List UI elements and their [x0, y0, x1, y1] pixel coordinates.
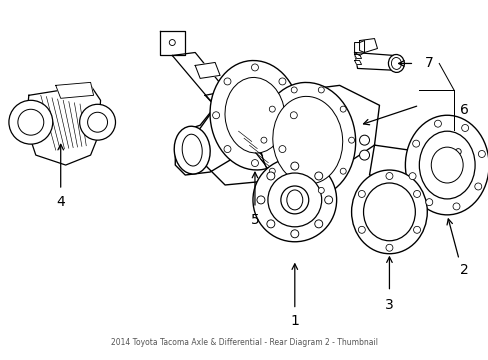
Circle shape: [318, 87, 324, 93]
Circle shape: [340, 106, 346, 112]
Circle shape: [358, 226, 365, 233]
Polygon shape: [359, 39, 377, 53]
Polygon shape: [172, 53, 229, 100]
Circle shape: [266, 172, 274, 180]
Circle shape: [359, 150, 369, 160]
Circle shape: [359, 135, 369, 145]
Ellipse shape: [286, 190, 302, 210]
Ellipse shape: [419, 131, 474, 199]
Circle shape: [169, 40, 175, 45]
Ellipse shape: [174, 126, 210, 174]
Circle shape: [454, 166, 460, 171]
Polygon shape: [195, 62, 220, 78]
Ellipse shape: [272, 96, 342, 184]
Circle shape: [440, 166, 446, 171]
Text: 2014 Toyota Tacoma Axle & Differential - Rear Diagram 2 - Thumbnail: 2014 Toyota Tacoma Axle & Differential -…: [111, 338, 377, 347]
Circle shape: [474, 183, 481, 190]
Circle shape: [454, 149, 460, 154]
Circle shape: [252, 158, 336, 242]
Polygon shape: [369, 145, 443, 182]
Circle shape: [443, 153, 457, 167]
Circle shape: [433, 120, 441, 127]
Circle shape: [80, 104, 115, 140]
Circle shape: [269, 106, 275, 112]
Circle shape: [290, 162, 298, 170]
Ellipse shape: [405, 115, 488, 215]
Circle shape: [413, 226, 420, 233]
Polygon shape: [234, 125, 300, 204]
Ellipse shape: [363, 183, 414, 241]
Polygon shape: [160, 31, 185, 55]
Text: 7: 7: [424, 57, 433, 71]
Circle shape: [290, 112, 297, 119]
Circle shape: [318, 187, 324, 193]
Circle shape: [447, 157, 453, 163]
Circle shape: [314, 220, 322, 228]
Circle shape: [348, 137, 354, 143]
Circle shape: [425, 199, 432, 206]
Circle shape: [413, 190, 420, 197]
Ellipse shape: [351, 170, 427, 254]
Ellipse shape: [182, 134, 202, 166]
Circle shape: [9, 100, 53, 144]
Circle shape: [412, 140, 419, 147]
Text: 3: 3: [384, 297, 393, 311]
Circle shape: [291, 87, 297, 93]
Circle shape: [224, 78, 230, 85]
Polygon shape: [26, 85, 101, 165]
Polygon shape: [175, 100, 229, 175]
Circle shape: [251, 159, 258, 167]
Circle shape: [267, 173, 321, 227]
Circle shape: [224, 145, 230, 153]
Circle shape: [408, 173, 415, 180]
Ellipse shape: [387, 54, 404, 72]
Polygon shape: [430, 142, 470, 182]
Circle shape: [278, 145, 285, 153]
Polygon shape: [354, 60, 361, 64]
Ellipse shape: [390, 58, 401, 69]
Circle shape: [340, 168, 346, 174]
Circle shape: [452, 203, 459, 210]
Polygon shape: [354, 54, 361, 58]
Text: 1: 1: [290, 314, 299, 328]
Circle shape: [358, 190, 365, 197]
Circle shape: [314, 172, 322, 180]
Polygon shape: [195, 85, 379, 185]
Text: 6: 6: [459, 103, 468, 117]
Circle shape: [440, 149, 446, 154]
Circle shape: [278, 78, 285, 85]
Ellipse shape: [210, 60, 299, 170]
Circle shape: [251, 64, 258, 71]
Circle shape: [461, 125, 468, 131]
Ellipse shape: [430, 147, 462, 183]
Circle shape: [18, 109, 44, 135]
Circle shape: [477, 150, 485, 157]
Circle shape: [256, 196, 264, 204]
Circle shape: [87, 112, 107, 132]
Polygon shape: [354, 53, 397, 71]
Ellipse shape: [224, 77, 285, 153]
Polygon shape: [354, 41, 364, 55]
Circle shape: [385, 172, 392, 180]
Circle shape: [324, 196, 332, 204]
Polygon shape: [205, 88, 254, 122]
Circle shape: [280, 186, 308, 214]
Circle shape: [290, 230, 298, 238]
Circle shape: [269, 168, 275, 174]
Text: 5: 5: [250, 213, 259, 227]
Circle shape: [266, 220, 274, 228]
Circle shape: [261, 137, 266, 143]
Text: 4: 4: [56, 195, 65, 209]
Polygon shape: [56, 82, 93, 98]
Circle shape: [385, 244, 392, 251]
Circle shape: [291, 187, 297, 193]
Ellipse shape: [259, 82, 355, 198]
Text: 2: 2: [459, 263, 468, 276]
Circle shape: [212, 112, 219, 119]
